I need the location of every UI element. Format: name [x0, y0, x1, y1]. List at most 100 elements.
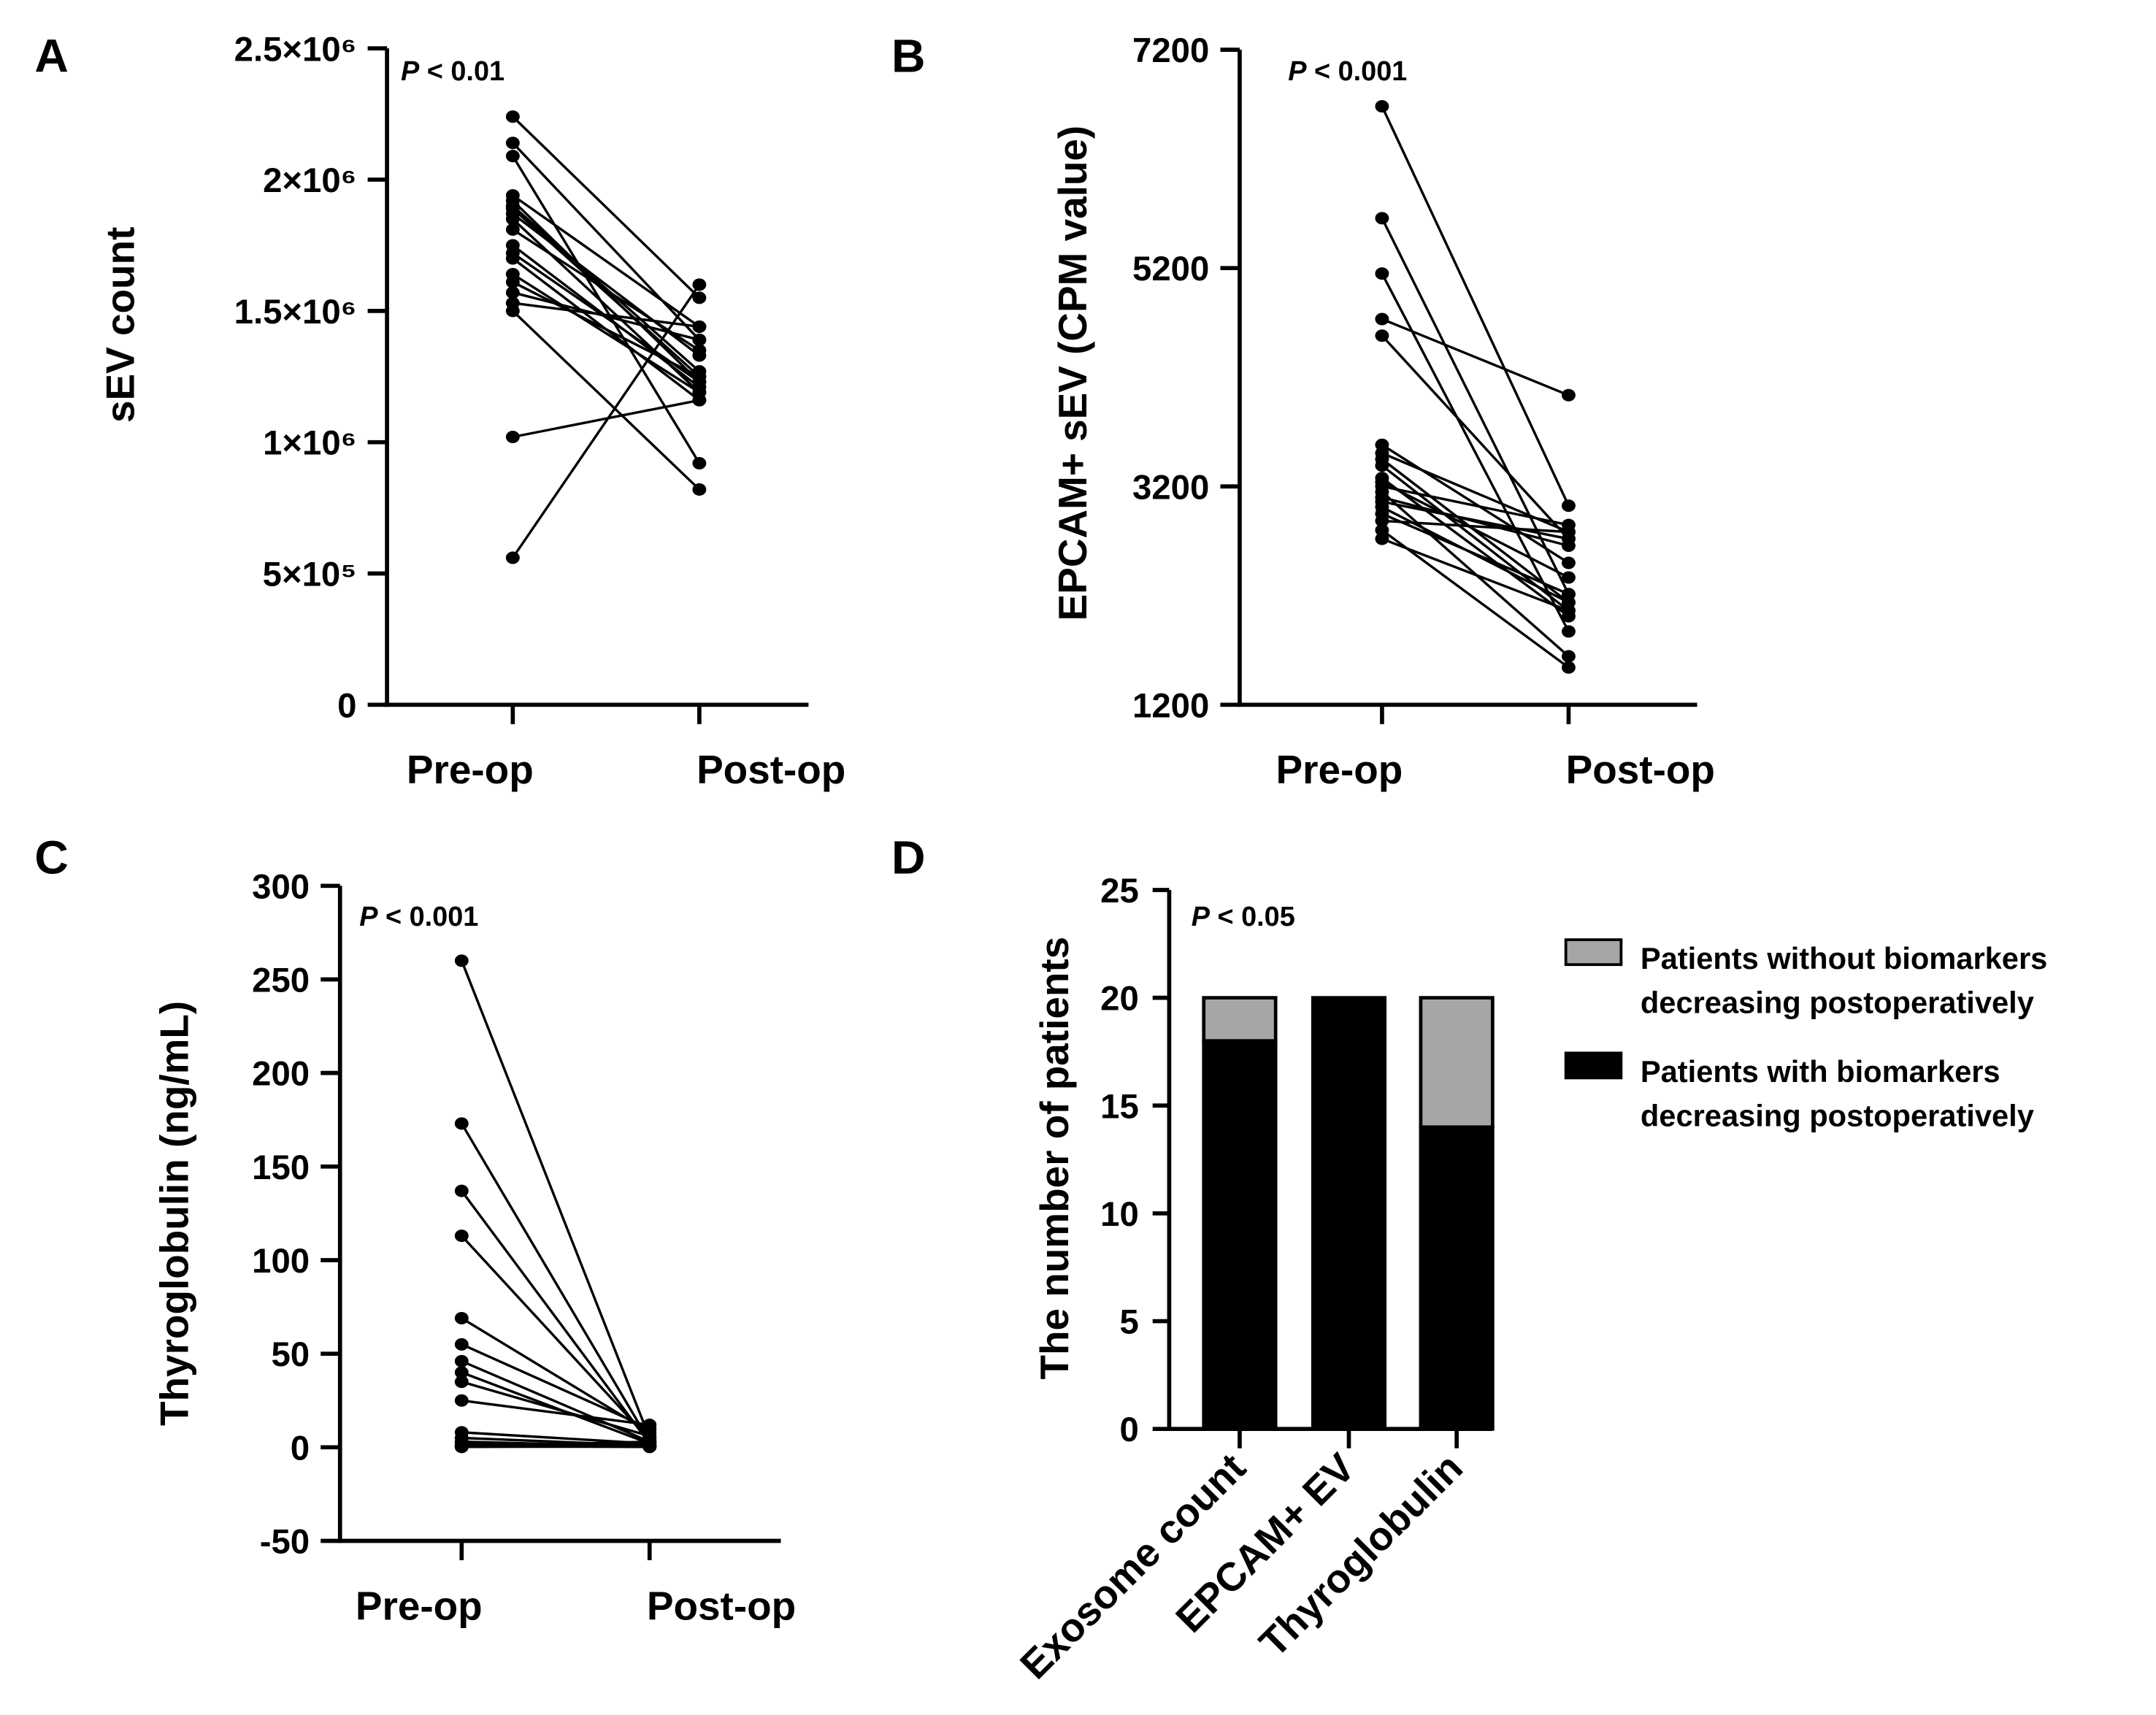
- paired-line: [1381, 513, 1570, 596]
- pre-op-point: [1375, 514, 1389, 527]
- legend-label: decreasing postoperatively: [1641, 985, 2034, 1019]
- pre-op-point: [1375, 523, 1389, 537]
- pre-op-point: [454, 1440, 469, 1454]
- post-op-point: [1561, 526, 1576, 539]
- y-tick-label: 0: [337, 686, 356, 725]
- pre-op-point: [505, 551, 520, 564]
- paired-line: [461, 1359, 651, 1443]
- paired-line: [513, 302, 700, 329]
- p-value-annotation: P < 0.01: [401, 56, 505, 87]
- post-op-point: [692, 370, 707, 383]
- paired-line: [512, 142, 701, 341]
- bar-segment-with: [1311, 996, 1387, 1431]
- post-op-point: [692, 333, 707, 346]
- paired-line: [461, 1399, 650, 1427]
- post-op-point: [692, 483, 707, 496]
- panel-letter: C: [34, 831, 68, 883]
- p-value-text: < 0.001: [1306, 56, 1407, 87]
- pre-op-point: [454, 1376, 469, 1389]
- pre-op-point: [1375, 312, 1389, 326]
- paired-line: [1381, 529, 1570, 669]
- legend-item: Patients without biomarkers decreasing po…: [1564, 938, 2047, 1019]
- paired-line: [1381, 519, 1569, 534]
- y-tick-label: 1×10⁶: [263, 424, 356, 463]
- post-op-point: [1561, 661, 1576, 674]
- pre-op-point: [454, 1184, 469, 1197]
- y-tick-label: 0: [1119, 1411, 1138, 1449]
- paired-line: [1381, 334, 1570, 540]
- legend-swatch: [1564, 938, 1623, 967]
- post-op-point: [692, 320, 707, 333]
- bar-segment-without: [1419, 996, 1495, 1129]
- pre-op-point: [505, 137, 520, 150]
- post-op-point: [1561, 556, 1576, 569]
- y-tick-label: 10: [1100, 1195, 1139, 1234]
- pre-op-point: [1375, 267, 1389, 280]
- post-op-point: [692, 291, 707, 304]
- y-tick-label: 5×10⁵: [263, 556, 357, 594]
- pre-op-point: [505, 150, 520, 163]
- p-symbol: P: [1192, 902, 1211, 932]
- legend-item: Patients with biomarkers decreasing posto…: [1564, 1051, 2034, 1133]
- paired-line: [1381, 485, 1569, 526]
- pre-op-point: [1375, 459, 1389, 472]
- pre-op-point: [505, 252, 520, 265]
- p-value-annotation: P < 0.001: [359, 902, 478, 932]
- pre-op-point: [505, 212, 520, 226]
- paired-line: [511, 155, 701, 464]
- pre-op-point: [454, 1117, 469, 1130]
- panel-letter: D: [891, 831, 925, 883]
- y-tick-label: 200: [252, 1055, 310, 1094]
- paired-line: [461, 1343, 651, 1430]
- post-op-point: [642, 1419, 657, 1432]
- x-category-label: Post-op: [697, 747, 845, 792]
- pre-op-point: [1375, 532, 1389, 545]
- y-tick-label: 300: [252, 867, 310, 906]
- paired-line: [461, 1235, 651, 1441]
- pre-op-point: [454, 1229, 469, 1243]
- y-tick-label: 5200: [1132, 250, 1209, 288]
- y-tick-label: 2.5×10⁶: [234, 30, 357, 69]
- paired-line: [1381, 318, 1570, 396]
- paired-line: [1381, 272, 1570, 632]
- pre-op-point: [505, 430, 520, 444]
- post-op-point: [642, 1440, 657, 1453]
- legend-label: Patients with biomarkers: [1641, 1054, 2000, 1089]
- pre-op-point: [1375, 100, 1389, 113]
- y-tick-label: 5: [1119, 1303, 1138, 1342]
- x-category-label: Pre-op: [407, 747, 534, 792]
- paired-line: [512, 194, 700, 328]
- pre-op-point: [505, 275, 520, 288]
- x-category-label: Post-op: [647, 1583, 796, 1628]
- y-tick-label: 0: [291, 1429, 310, 1467]
- bar-segment-without: [1202, 996, 1278, 1043]
- paired-line: [1381, 443, 1570, 564]
- y-tick-label: 1.5×10⁶: [234, 293, 357, 331]
- y-tick-label: 1200: [1132, 686, 1209, 725]
- y-tick-label: 25: [1100, 872, 1139, 910]
- post-op-point: [1561, 604, 1576, 617]
- paired-line: [512, 310, 701, 491]
- bar-segment-with: [1419, 1125, 1495, 1431]
- post-op-point: [1561, 499, 1576, 513]
- bar-segment-with: [1202, 1039, 1278, 1431]
- paired-line: [461, 1380, 651, 1438]
- pre-op-point: [454, 1366, 469, 1379]
- pre-op-point: [454, 1354, 469, 1367]
- paired-line: [460, 960, 651, 1439]
- paired-line: [513, 399, 700, 439]
- pre-op-point: [505, 286, 520, 299]
- post-op-point: [1561, 588, 1576, 601]
- paired-line: [1381, 480, 1570, 579]
- p-value-text: < 0.001: [377, 902, 478, 932]
- p-value-text: < 0.05: [1210, 902, 1295, 932]
- legend-label: Patients without biomarkers: [1641, 941, 2047, 975]
- p-value-annotation: P < 0.001: [1288, 56, 1407, 87]
- pre-op-point: [454, 954, 469, 967]
- y-tick-label: 100: [252, 1242, 310, 1281]
- panel-letter: A: [34, 29, 68, 82]
- y-tick-label: 7200: [1132, 31, 1209, 70]
- y-tick-label: 50: [271, 1335, 310, 1374]
- panel-A: A 0 5×10⁵ 1×10⁶ 1.5×10⁶ 2×10⁶ 2.5×10⁶ Pre-op Pos…: [34, 29, 845, 792]
